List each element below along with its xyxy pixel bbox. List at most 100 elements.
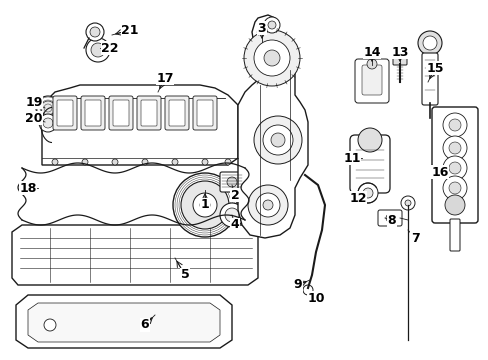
Circle shape (181, 181, 228, 229)
Polygon shape (16, 295, 231, 348)
Circle shape (400, 196, 414, 210)
FancyBboxPatch shape (377, 210, 401, 226)
Circle shape (442, 136, 466, 160)
Circle shape (263, 200, 272, 210)
Text: 11: 11 (343, 152, 360, 165)
Text: 22: 22 (101, 41, 119, 54)
Text: 7: 7 (410, 231, 419, 244)
Circle shape (417, 31, 441, 55)
Circle shape (193, 193, 217, 217)
Circle shape (385, 214, 393, 222)
Text: 18: 18 (19, 181, 37, 194)
Circle shape (362, 188, 372, 198)
Text: 10: 10 (306, 292, 324, 305)
Text: 8: 8 (387, 213, 395, 226)
Text: 12: 12 (348, 192, 366, 204)
FancyBboxPatch shape (421, 53, 437, 105)
Circle shape (220, 203, 244, 227)
Circle shape (357, 183, 377, 203)
FancyBboxPatch shape (392, 53, 406, 65)
Circle shape (253, 116, 302, 164)
Circle shape (263, 125, 292, 155)
FancyBboxPatch shape (141, 100, 157, 126)
Polygon shape (12, 225, 258, 285)
Circle shape (202, 159, 207, 165)
Circle shape (448, 119, 460, 131)
Circle shape (112, 159, 118, 165)
Circle shape (41, 101, 55, 115)
FancyBboxPatch shape (57, 100, 73, 126)
Circle shape (224, 208, 239, 222)
Circle shape (224, 159, 230, 165)
Text: 14: 14 (363, 45, 380, 59)
Circle shape (253, 40, 289, 76)
Circle shape (82, 159, 88, 165)
Circle shape (86, 23, 104, 41)
Circle shape (444, 195, 464, 215)
Circle shape (448, 182, 460, 194)
Circle shape (448, 142, 460, 154)
Circle shape (43, 118, 53, 128)
FancyBboxPatch shape (109, 96, 133, 130)
FancyBboxPatch shape (349, 135, 389, 193)
Circle shape (226, 177, 237, 187)
Circle shape (44, 319, 56, 331)
Circle shape (267, 21, 275, 29)
Text: 19: 19 (25, 95, 42, 108)
Polygon shape (42, 85, 238, 165)
FancyBboxPatch shape (81, 96, 105, 130)
Text: 1: 1 (200, 198, 209, 211)
Text: 4: 4 (230, 219, 239, 231)
Circle shape (442, 156, 466, 180)
Circle shape (448, 162, 460, 174)
FancyBboxPatch shape (354, 59, 388, 103)
Polygon shape (28, 303, 220, 342)
Circle shape (90, 27, 100, 37)
Text: 6: 6 (141, 319, 149, 332)
FancyBboxPatch shape (53, 96, 77, 130)
Text: 21: 21 (121, 23, 139, 36)
Circle shape (366, 59, 376, 69)
FancyBboxPatch shape (449, 219, 459, 251)
Circle shape (172, 159, 178, 165)
Polygon shape (238, 15, 307, 238)
Circle shape (142, 159, 148, 165)
Text: 20: 20 (25, 112, 42, 125)
FancyBboxPatch shape (220, 172, 244, 192)
Circle shape (256, 193, 280, 217)
Circle shape (247, 185, 287, 225)
FancyBboxPatch shape (361, 65, 381, 95)
FancyBboxPatch shape (137, 96, 161, 130)
FancyBboxPatch shape (113, 100, 129, 126)
Circle shape (357, 128, 381, 152)
FancyBboxPatch shape (193, 96, 217, 130)
Text: 5: 5 (180, 269, 189, 282)
FancyBboxPatch shape (431, 107, 477, 223)
Text: 16: 16 (430, 166, 448, 179)
Circle shape (270, 133, 285, 147)
Circle shape (244, 30, 299, 86)
Circle shape (200, 200, 209, 210)
Circle shape (264, 50, 280, 66)
Text: 15: 15 (426, 62, 443, 75)
Circle shape (422, 36, 436, 50)
Circle shape (39, 114, 57, 132)
Text: 2: 2 (230, 189, 239, 202)
Circle shape (86, 38, 110, 62)
Text: 13: 13 (390, 45, 408, 59)
Text: 3: 3 (257, 22, 266, 35)
Circle shape (404, 200, 410, 206)
Text: 9: 9 (293, 279, 302, 292)
Circle shape (442, 113, 466, 137)
FancyBboxPatch shape (164, 96, 189, 130)
Circle shape (303, 285, 312, 295)
Text: 17: 17 (156, 72, 173, 85)
Circle shape (36, 96, 60, 120)
FancyBboxPatch shape (197, 100, 213, 126)
Circle shape (91, 43, 105, 57)
Circle shape (173, 173, 237, 237)
Circle shape (442, 176, 466, 200)
FancyBboxPatch shape (85, 100, 101, 126)
Circle shape (52, 159, 58, 165)
Circle shape (264, 17, 280, 33)
